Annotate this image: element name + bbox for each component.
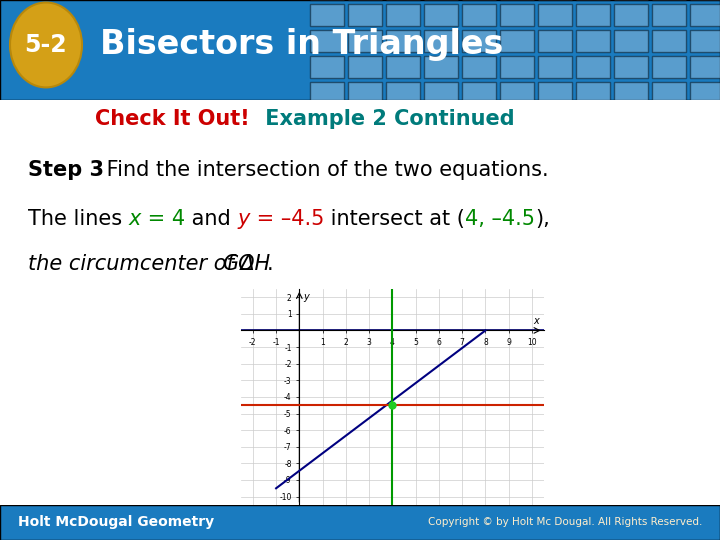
- FancyBboxPatch shape: [386, 30, 420, 52]
- FancyBboxPatch shape: [538, 56, 572, 78]
- Text: = 4: = 4: [141, 209, 185, 229]
- Text: y: y: [238, 209, 250, 229]
- FancyBboxPatch shape: [690, 82, 720, 104]
- Text: GOH: GOH: [222, 254, 270, 274]
- FancyBboxPatch shape: [614, 56, 648, 78]
- FancyBboxPatch shape: [348, 30, 382, 52]
- Text: Bisectors in Triangles: Bisectors in Triangles: [100, 29, 503, 62]
- FancyBboxPatch shape: [576, 56, 610, 78]
- FancyBboxPatch shape: [424, 30, 458, 52]
- FancyBboxPatch shape: [310, 56, 344, 78]
- FancyBboxPatch shape: [690, 4, 720, 26]
- FancyBboxPatch shape: [386, 4, 420, 26]
- FancyBboxPatch shape: [424, 56, 458, 78]
- FancyBboxPatch shape: [614, 4, 648, 26]
- FancyBboxPatch shape: [348, 56, 382, 78]
- Text: Copyright © by Holt Mc Dougal. All Rights Reserved.: Copyright © by Holt Mc Dougal. All Right…: [428, 517, 702, 528]
- FancyBboxPatch shape: [500, 56, 534, 78]
- FancyBboxPatch shape: [348, 4, 382, 26]
- FancyBboxPatch shape: [538, 82, 572, 104]
- Ellipse shape: [10, 3, 82, 87]
- FancyBboxPatch shape: [0, 505, 720, 540]
- Text: and: and: [185, 209, 238, 229]
- FancyBboxPatch shape: [576, 4, 610, 26]
- Text: .: .: [267, 254, 274, 274]
- FancyBboxPatch shape: [652, 56, 686, 78]
- FancyBboxPatch shape: [462, 82, 496, 104]
- FancyBboxPatch shape: [690, 30, 720, 52]
- FancyBboxPatch shape: [424, 82, 458, 104]
- FancyBboxPatch shape: [0, 0, 720, 100]
- FancyBboxPatch shape: [386, 56, 420, 78]
- FancyBboxPatch shape: [462, 56, 496, 78]
- FancyBboxPatch shape: [614, 82, 648, 104]
- FancyBboxPatch shape: [652, 4, 686, 26]
- FancyBboxPatch shape: [424, 4, 458, 26]
- FancyBboxPatch shape: [310, 4, 344, 26]
- FancyBboxPatch shape: [462, 30, 496, 52]
- FancyBboxPatch shape: [500, 82, 534, 104]
- FancyBboxPatch shape: [576, 30, 610, 52]
- Text: the circumcenter of Δ: the circumcenter of Δ: [28, 254, 255, 274]
- FancyBboxPatch shape: [386, 82, 420, 104]
- FancyBboxPatch shape: [348, 82, 382, 104]
- Text: y: y: [303, 292, 309, 302]
- Text: Step 3: Step 3: [28, 160, 104, 180]
- Text: x: x: [534, 316, 539, 326]
- FancyBboxPatch shape: [576, 82, 610, 104]
- FancyBboxPatch shape: [652, 82, 686, 104]
- FancyBboxPatch shape: [462, 4, 496, 26]
- FancyBboxPatch shape: [310, 82, 344, 104]
- FancyBboxPatch shape: [500, 4, 534, 26]
- Text: Example 2 Continued: Example 2 Continued: [258, 109, 515, 129]
- FancyBboxPatch shape: [538, 4, 572, 26]
- Text: ),: ),: [535, 209, 550, 229]
- FancyBboxPatch shape: [652, 30, 686, 52]
- Text: 4, –4.5: 4, –4.5: [465, 209, 535, 229]
- Text: The lines: The lines: [28, 209, 129, 229]
- Text: Holt McDougal Geometry: Holt McDougal Geometry: [18, 516, 214, 529]
- Text: x: x: [129, 209, 141, 229]
- Text: = –4.5: = –4.5: [250, 209, 325, 229]
- Text: 5-2: 5-2: [24, 33, 67, 57]
- Text: intersect at (: intersect at (: [325, 209, 465, 229]
- FancyBboxPatch shape: [690, 56, 720, 78]
- FancyBboxPatch shape: [538, 30, 572, 52]
- Text: Find the intersection of the two equations.: Find the intersection of the two equatio…: [100, 160, 549, 180]
- Text: Check It Out!: Check It Out!: [95, 109, 250, 129]
- FancyBboxPatch shape: [500, 30, 534, 52]
- FancyBboxPatch shape: [310, 30, 344, 52]
- FancyBboxPatch shape: [614, 30, 648, 52]
